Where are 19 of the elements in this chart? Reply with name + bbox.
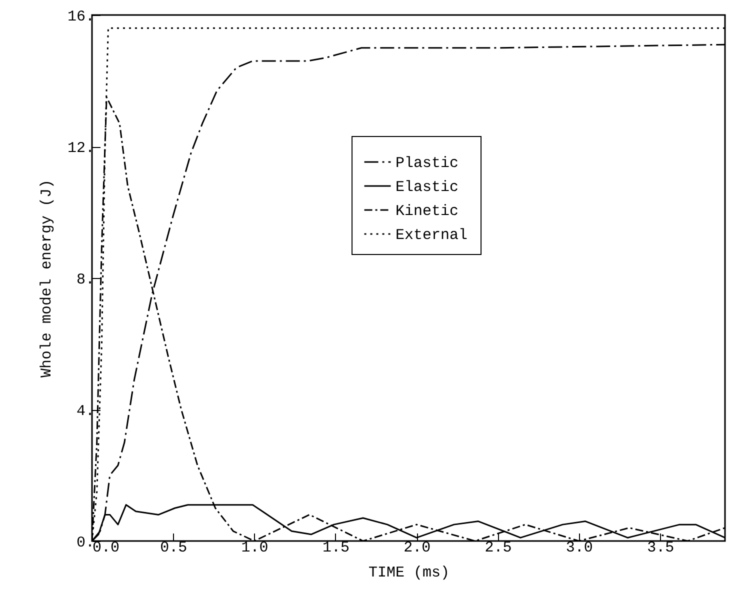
x-tick-label: 0.0 bbox=[92, 540, 120, 556]
x-axis-title: TIME (ms) bbox=[368, 564, 450, 582]
x-tick-label: 1.5 bbox=[322, 540, 350, 556]
x-tick-label: 0.5 bbox=[160, 540, 188, 556]
legend-label: Kinetic bbox=[396, 202, 459, 220]
legend-label: Elastic bbox=[396, 178, 459, 196]
y-axis-title: Whole model energy (J) bbox=[38, 179, 56, 378]
y-tick-label: 12. bbox=[67, 140, 94, 157]
y-tick-label: 0. bbox=[76, 534, 94, 552]
legend-label: External bbox=[396, 226, 468, 244]
x-tick-label: 3.5 bbox=[647, 540, 674, 556]
legend-label: Plastic bbox=[396, 154, 459, 172]
x-tick-label: 1.0 bbox=[241, 540, 268, 556]
x-tick-label: 2.0 bbox=[404, 540, 431, 556]
y-tick-label: 8. bbox=[76, 272, 94, 288]
y-tick-label: 4. bbox=[76, 403, 94, 420]
y-tick-label: 16. bbox=[67, 8, 94, 26]
x-tick-label: 3.0 bbox=[566, 540, 593, 556]
x-tick-label: 2.5 bbox=[484, 540, 512, 556]
